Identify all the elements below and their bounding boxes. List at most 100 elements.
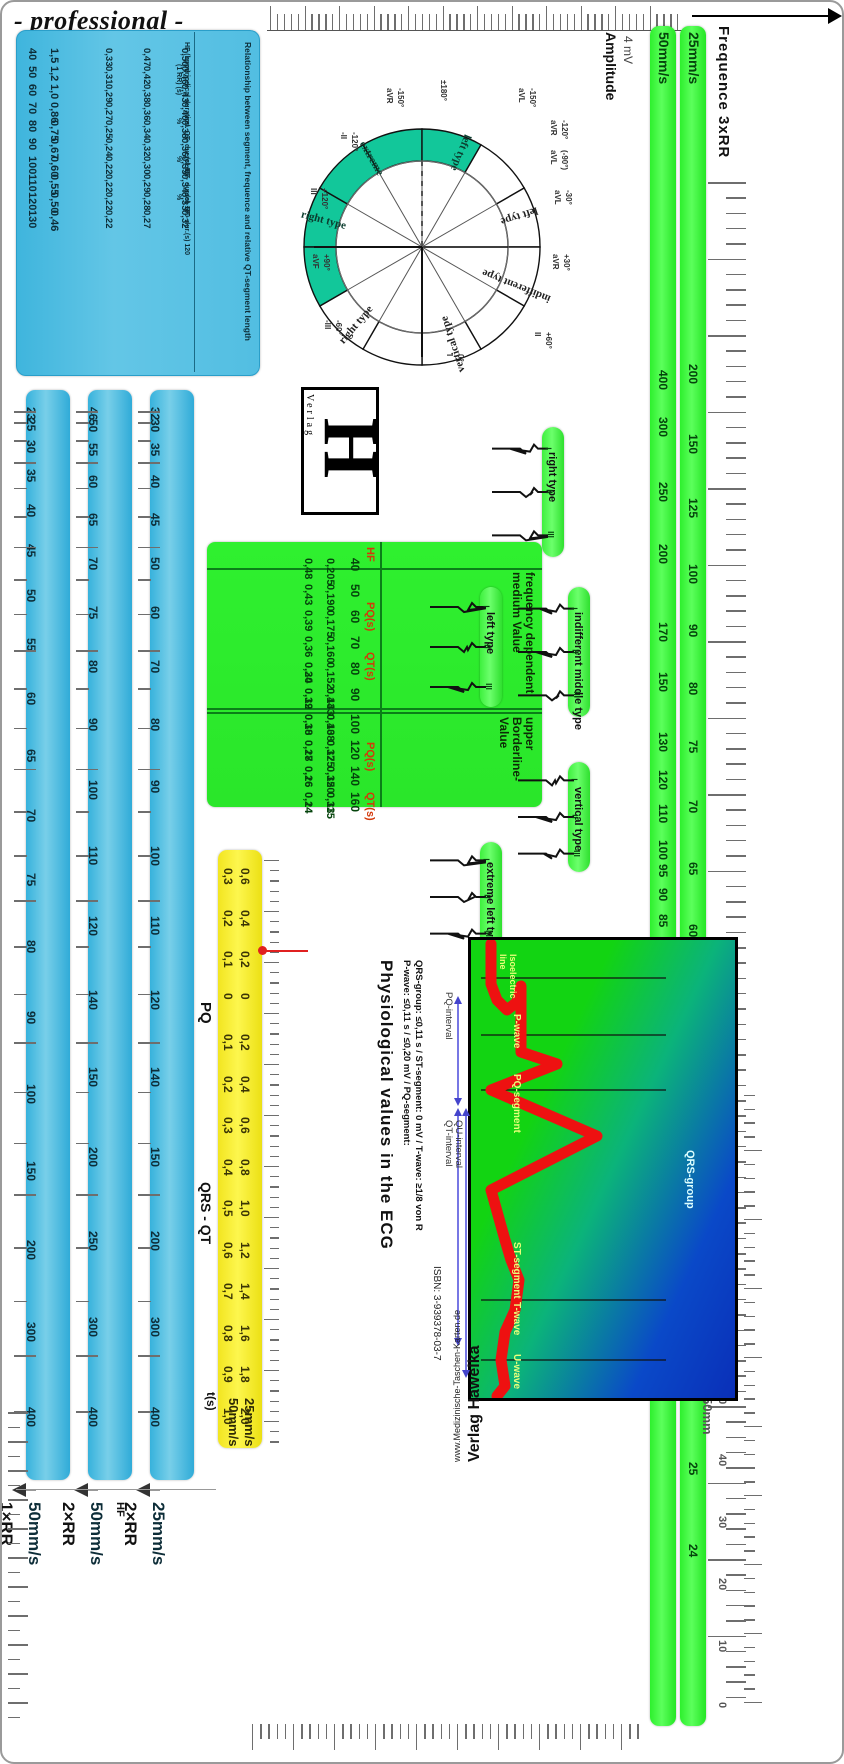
hf-qt-cell: 130 bbox=[26, 210, 38, 229]
right-ruler-tick bbox=[708, 870, 746, 872]
top-ruler-tick bbox=[325, 14, 327, 30]
yellow-ruler-tick bbox=[264, 1013, 279, 1015]
top-ruler-tick bbox=[401, 14, 403, 30]
blue-ruler-tick bbox=[76, 487, 89, 490]
yellow-ruler-tick bbox=[270, 1288, 279, 1290]
yellow-bot-value: 0,5 bbox=[221, 1200, 235, 1217]
bottom-mm-tick bbox=[744, 1301, 755, 1304]
top-ruler-tick bbox=[339, 6, 341, 30]
yellow-ruler-tick bbox=[270, 951, 279, 954]
right-ruler-tick bbox=[726, 549, 746, 551]
right-ruler-tick bbox=[708, 794, 746, 796]
top-ruler-tick bbox=[276, 14, 279, 30]
green-scale-50-tick: 100 bbox=[656, 840, 670, 861]
top-ruler-tick bbox=[435, 14, 437, 30]
yellow-top-value: 1,2 bbox=[238, 1241, 252, 1259]
bottom-edge-tick bbox=[448, 1724, 451, 1739]
bottom-mm-tick bbox=[744, 1274, 755, 1276]
qrs-type-label: right type bbox=[546, 452, 558, 503]
blue-ruler-value: 400 bbox=[148, 1407, 162, 1428]
right-ruler-tick bbox=[726, 503, 746, 505]
yellow-ruler-tick bbox=[270, 1359, 279, 1362]
bottom-mm-tick bbox=[744, 1564, 762, 1566]
freq-table-hf-header: HF bbox=[364, 547, 376, 562]
top-ruler-tick bbox=[421, 14, 424, 30]
top-ruler-tick bbox=[290, 14, 293, 30]
right-ruler-tick bbox=[726, 350, 746, 352]
top-ruler-tick bbox=[580, 6, 582, 30]
right-ruler-tick bbox=[726, 579, 746, 582]
pq-label: PQ bbox=[197, 1002, 214, 1024]
blue-ruler-tick bbox=[14, 546, 36, 549]
yellow-ruler-tick bbox=[270, 1043, 279, 1045]
green-strip-25-label: 25mm/s bbox=[686, 32, 702, 85]
pq-center-marker bbox=[264, 950, 308, 952]
yellow-ruler-tick bbox=[264, 1268, 279, 1270]
bottom-edge-tick bbox=[440, 1724, 442, 1739]
axis-lead-label: ±180° bbox=[439, 80, 448, 101]
blue-ruler-value: 300 bbox=[24, 1322, 38, 1343]
hf-qt-cell: 0,22 bbox=[103, 156, 114, 175]
right-ruler-tick bbox=[708, 717, 746, 719]
yellow-ruler-tick bbox=[264, 911, 279, 913]
hf-qt-cell: 0,34 bbox=[179, 174, 190, 193]
top-ruler-tick bbox=[373, 6, 375, 30]
freq-hf-cell: 60 bbox=[348, 610, 362, 624]
yellow-bot-value: 0,3 bbox=[221, 868, 235, 885]
blue-ruler-rr-title: 1×RR bbox=[0, 1502, 16, 1546]
yellow-ruler-tick bbox=[270, 1176, 279, 1178]
right-ruler-tick bbox=[726, 901, 746, 903]
right-ruler-tick bbox=[726, 885, 746, 888]
top-ruler-tick bbox=[608, 14, 610, 30]
blue-ruler-tick bbox=[76, 440, 89, 442]
left-ruler-tick bbox=[8, 1615, 28, 1617]
right-ruler-tick bbox=[726, 763, 746, 765]
yellow-ruler-tick bbox=[270, 1125, 279, 1127]
qrs-lead-label: III bbox=[483, 929, 493, 937]
right-ruler-tick bbox=[726, 289, 746, 291]
logo-letter: H bbox=[307, 417, 395, 479]
top-ruler-tick bbox=[270, 6, 272, 30]
bottom-edge-tick bbox=[260, 1724, 262, 1739]
axis-lead-label: aVL bbox=[553, 190, 562, 205]
hf-qt-cell: 0,33 bbox=[179, 192, 190, 211]
blue-ruler-tick bbox=[138, 487, 151, 490]
bottom-mm-tick bbox=[744, 1329, 755, 1331]
qrs-lead-label: II bbox=[482, 894, 492, 899]
left-ruler-tick bbox=[8, 1571, 20, 1573]
top-ruler-tick bbox=[345, 14, 348, 30]
yellow-ruler-tick bbox=[264, 860, 279, 862]
bottom-mm-tick-label: 40 bbox=[716, 1454, 728, 1467]
ecg-panel-isbn: ISBN: 3-939378-03-7 bbox=[431, 1266, 442, 1361]
right-ruler-tick bbox=[726, 824, 746, 827]
blue-ruler-value: 400 bbox=[86, 1407, 100, 1428]
hf-qt-cell: 0,27 bbox=[141, 210, 152, 229]
yellow-bot-value: 0,1 bbox=[221, 951, 235, 968]
right-ruler-tick bbox=[726, 732, 746, 735]
green-scale-25-tick: 100 bbox=[686, 564, 700, 585]
yellow-ruler-tick bbox=[270, 1247, 279, 1249]
yellow-ruler-tick bbox=[270, 1431, 279, 1433]
qrs-lead-label: II bbox=[544, 489, 554, 494]
axis-degree-label: (-90°) bbox=[560, 150, 569, 171]
top-ruler-tick bbox=[518, 14, 520, 30]
bottom-mm-tick bbox=[744, 1205, 755, 1207]
bottom-mm-label: 50mm bbox=[700, 1397, 715, 1435]
right-ruler-tick bbox=[726, 457, 746, 459]
top-ruler-tick bbox=[649, 6, 651, 30]
bottom-mm-tick bbox=[744, 1232, 755, 1235]
top-ruler-tick bbox=[359, 14, 362, 30]
blue-ruler-value: 80 bbox=[86, 659, 100, 674]
blue-ruler-value: 75 bbox=[24, 873, 38, 887]
yellow-ruler-tick bbox=[270, 1400, 279, 1402]
yellow-ruler-tick bbox=[264, 962, 279, 964]
blue-ruler-tick bbox=[138, 613, 151, 616]
right-ruler-tick bbox=[726, 1620, 746, 1622]
top-ruler-tick bbox=[311, 14, 313, 30]
bottom-mm-tick bbox=[744, 1702, 762, 1704]
green-scale-50-tick: 85 bbox=[656, 914, 670, 928]
yellow-ruler-tick bbox=[270, 1033, 279, 1035]
top-ruler-tick bbox=[663, 14, 665, 30]
right-ruler-tick bbox=[726, 809, 746, 811]
freq-qt-med-cell: 0,36 bbox=[302, 636, 314, 658]
